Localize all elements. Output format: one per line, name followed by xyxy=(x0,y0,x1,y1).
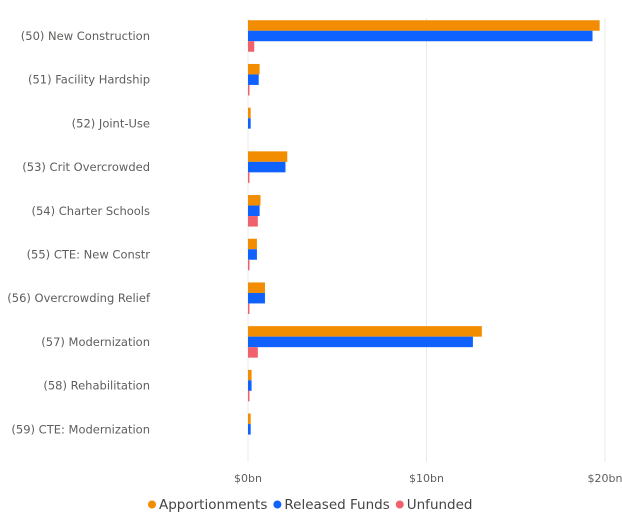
bar-apportionments[interactable] xyxy=(248,238,257,250)
bar-apportionments[interactable] xyxy=(248,107,251,119)
category-label: (58) Rehabilitation xyxy=(43,379,150,393)
x-tick-label: $0bn xyxy=(234,472,262,485)
bar-apportionments[interactable] xyxy=(248,369,252,381)
x-tick-label: $10bn xyxy=(409,472,444,485)
category-label: (55) CTE: New Constr xyxy=(27,248,151,262)
bar-unfunded[interactable] xyxy=(248,303,250,314)
bar-released-funds[interactable] xyxy=(248,424,251,435)
bar-released-funds[interactable] xyxy=(248,74,259,85)
category-label: (57) Modernization xyxy=(41,335,150,349)
bar-apportionments[interactable] xyxy=(248,413,251,425)
bar-unfunded[interactable] xyxy=(248,84,250,96)
legend-label: Unfunded xyxy=(407,497,473,513)
bar-unfunded[interactable] xyxy=(248,390,250,402)
category-label: (59) CTE: Modernization xyxy=(11,422,150,436)
bar-unfunded[interactable] xyxy=(248,259,250,271)
category-label: (53) Crit Overcrowded xyxy=(22,160,150,174)
legend-item-unfunded[interactable]: Unfunded xyxy=(395,497,473,513)
bar-apportionments[interactable] xyxy=(248,282,265,293)
bar-unfunded[interactable] xyxy=(248,347,258,358)
bar-unfunded[interactable] xyxy=(248,172,250,183)
bars xyxy=(248,20,600,435)
legend-item-apportionments[interactable]: Apportionments xyxy=(148,497,267,513)
legend-item-released-funds[interactable]: Released Funds xyxy=(273,497,390,513)
legend: Apportionments Released Funds Unfunded xyxy=(148,497,473,513)
bar-released-funds[interactable] xyxy=(248,292,265,304)
bar-released-funds[interactable] xyxy=(248,336,473,348)
bar-apportionments[interactable] xyxy=(248,326,482,337)
category-label: (50) New Construction xyxy=(21,29,150,43)
bar-unfunded[interactable] xyxy=(248,216,258,227)
x-axis-ticks: $0bn $10bn $20bn xyxy=(234,472,622,485)
bar-apportionments[interactable] xyxy=(248,151,288,162)
gridlines xyxy=(247,18,606,462)
bar-unfunded[interactable] xyxy=(248,41,255,52)
bar-released-funds[interactable] xyxy=(248,380,252,391)
category-label: (56) Overcrowding Relief xyxy=(7,291,151,305)
bar-apportionments[interactable] xyxy=(248,195,261,206)
bar-released-funds[interactable] xyxy=(248,30,593,42)
bar-released-funds[interactable] xyxy=(248,205,260,217)
bar-released-funds[interactable] xyxy=(248,161,286,173)
category-label: (54) Charter Schools xyxy=(32,204,151,218)
bar-apportionments[interactable] xyxy=(248,20,600,31)
bar-apportionments[interactable] xyxy=(248,63,260,75)
legend-marker xyxy=(148,500,156,509)
x-tick-label: $20bn xyxy=(588,472,622,485)
legend-marker xyxy=(273,500,282,509)
bar-released-funds[interactable] xyxy=(248,249,257,260)
legend-marker xyxy=(395,500,404,509)
legend-label: Apportionments xyxy=(159,497,267,513)
category-label: (51) Facility Hardship xyxy=(28,73,150,87)
category-label: (52) Joint-Use xyxy=(72,116,150,130)
category-labels: (50) New Construction (51) Facility Hards… xyxy=(7,29,151,436)
bar-released-funds[interactable] xyxy=(248,118,251,129)
legend-label: Released Funds xyxy=(284,497,389,513)
